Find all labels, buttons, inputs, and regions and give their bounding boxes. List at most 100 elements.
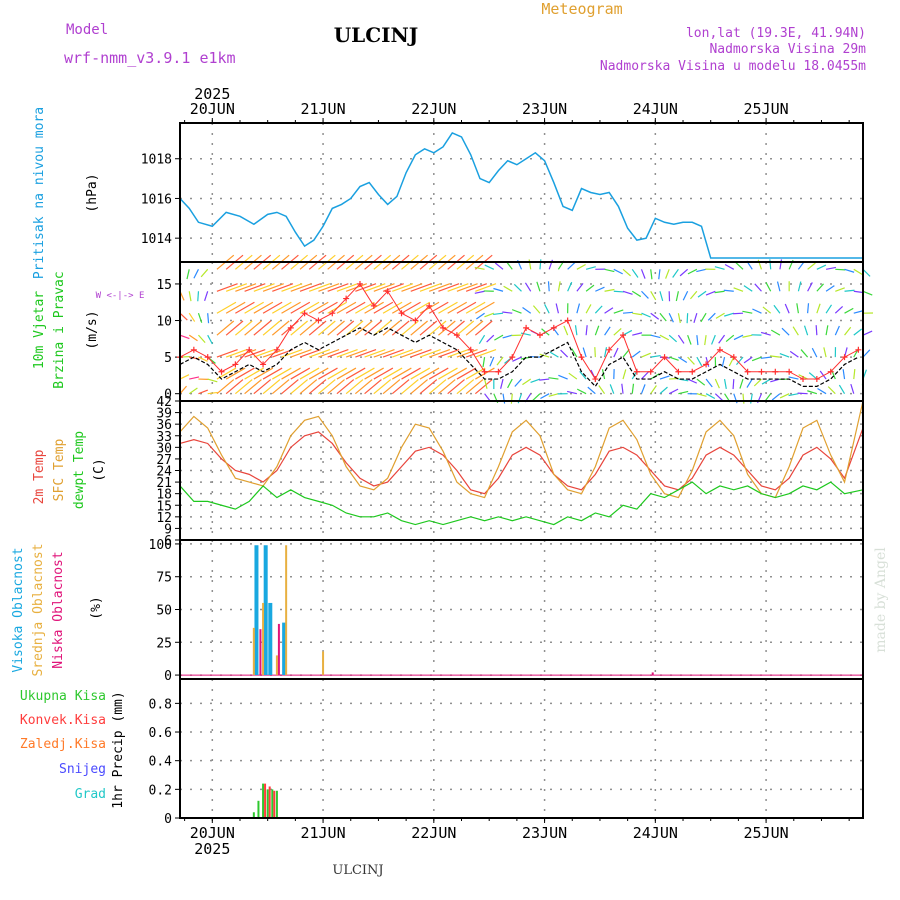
top-day-label: 20JUN [190,100,235,118]
wind-arrow [336,367,357,380]
wind-arrow [428,283,451,292]
header: Model wrf-nmm_v3.9.1 e1km ULCINJ Meteogr… [64,0,866,74]
total-precip-bar [266,789,269,818]
wind-arrow [478,334,486,344]
gust-marker [509,354,516,361]
wind-arrow [401,367,421,380]
wind-arrow [496,356,504,366]
total-precip-label: Ukupna Kisa [20,689,106,704]
mid-cloud-bar [275,655,278,676]
wind-arrow [622,290,633,295]
wind-arrow [779,393,790,399]
wind-arrow [198,389,209,395]
wind-arrow [825,266,837,270]
gust-marker [190,346,197,353]
elevation-label: Nadmorska Visina 29m [709,42,866,57]
wind-arrow [548,377,559,380]
wind-arrow [613,268,623,275]
gust-marker [703,361,710,368]
wind-arrow [807,282,813,292]
conv-precip-bar [264,783,267,818]
panel-frame-0 [179,122,864,263]
wind-arrow [216,379,235,395]
wind-arrow [696,378,706,386]
wind-arrow [520,332,531,336]
wind-arrow [309,349,331,358]
wind-arrow [548,393,559,397]
wind-arrow [862,349,871,358]
wind-arrow [751,356,762,362]
y-tick-label: 42 [156,395,172,410]
wind-arrow [557,281,561,292]
wind-arrow [299,379,318,395]
wind-arrow [603,347,608,358]
gust-marker [675,368,682,375]
wind-arrow [567,262,576,270]
wind-arrow [410,283,432,292]
wind-arrow [696,335,699,346]
wind-arrow [225,367,246,380]
wind-arrow [530,378,541,384]
wind-arrow [225,349,248,358]
wind-arrow [179,334,190,340]
gust-marker [370,302,377,309]
wind-arrow [225,301,246,314]
wind-arrow [474,379,493,395]
y-tick-label: 100 [149,538,172,553]
wind-arrow [714,266,725,270]
wind-arrow [696,356,703,367]
wind-arrow [382,301,403,314]
mid-cloud-bar [322,651,325,676]
wind-arrow [816,283,824,292]
wind-arrow [234,379,253,395]
wind-arrow [364,379,382,395]
y-tick-label: 39 [156,407,172,422]
wind-arrow [733,287,744,292]
wind-arrow [687,268,698,275]
gust-marker [647,368,654,375]
bottom-day-label: 25JUN [744,824,789,842]
wind-arrow [672,268,679,278]
wind-arrow [687,334,692,345]
top-time-axis: 20JUN 21JUN 22JUN 23JUN 24JUN 25JUN 2025 [184,85,850,123]
wind-arrow [290,283,312,292]
y-tick-label: 75 [156,571,172,586]
wind-arrow [723,378,727,390]
wind-arrow [622,329,633,336]
wind-arrow [631,290,642,298]
wind-arrow [419,349,441,358]
wind-arrow [419,320,438,336]
wind-arrow [179,385,188,395]
conv-precip-bar [273,790,276,818]
wind-arrow [723,289,734,292]
wind-label-1: 10m Vjetar [32,291,47,369]
gust-marker [287,324,294,331]
high-cloud-bar [268,602,273,676]
wind-arrow [771,393,781,401]
wind-arrow [308,367,329,380]
wind-arrow [788,393,799,397]
wind-arrow [665,269,670,279]
coords-label: lon,lat (19.3E, 41.94N) [686,26,866,41]
wind-arrow [631,383,635,394]
y-tick-label: 15 [156,278,172,293]
wind-arrow [271,320,290,336]
wind-arrow [560,349,569,358]
tsfc-label: SFC Temp [52,439,67,502]
wind-arrow [631,268,639,278]
gust-marker [398,310,405,317]
wind-arrow [188,387,198,395]
wind-arrow [594,305,603,314]
wind-arrow [410,367,431,380]
wind-arrow [704,335,707,346]
wind-direction-key: W <-|-> E [96,291,145,301]
wind-arrow [392,349,414,358]
y-tick-label: 30 [156,441,172,456]
bottom-day-label: 23JUN [522,824,567,842]
wind-arrow [345,367,366,380]
wind-arrow [447,367,468,380]
wind-arrow [484,264,495,270]
bottom-time-axis: 20JUN 21JUN 22JUN 23JUN 24JUN 25JUN 2025 [184,818,850,858]
wind-arrow [761,378,772,385]
wind-arrow [438,349,460,358]
